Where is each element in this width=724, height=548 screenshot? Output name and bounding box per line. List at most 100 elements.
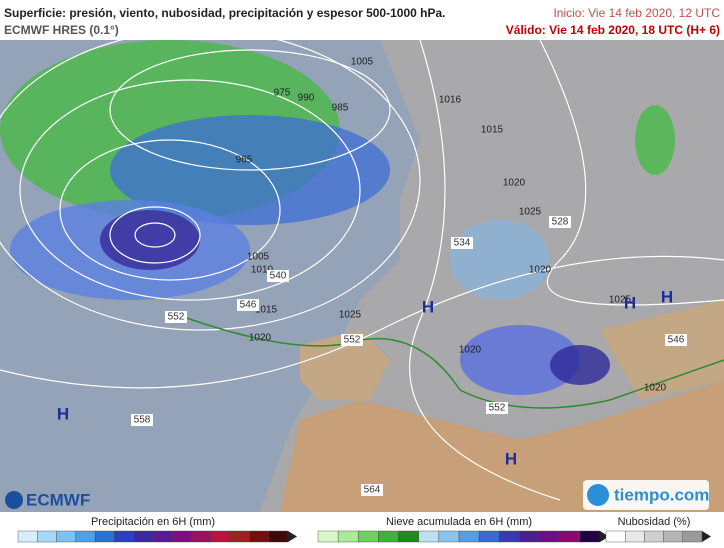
- legend-swatch: [644, 530, 664, 543]
- thickness-label-box: [267, 270, 289, 282]
- isobar-label: 1025: [609, 295, 632, 306]
- legend-swatch: [458, 530, 480, 543]
- legend-swatch: [682, 530, 703, 543]
- logo-text: ECMWF: [26, 490, 90, 509]
- thickness-line: [169, 311, 724, 409]
- rain-core: [550, 345, 610, 385]
- legend-swatch: [499, 530, 520, 543]
- isobar-label: 1020: [644, 383, 667, 394]
- thickness-label-box: [165, 311, 187, 323]
- high-pressure-center: H: [505, 449, 517, 468]
- legend-swatch: [268, 530, 289, 543]
- legend-swatch: [378, 530, 399, 543]
- thickness-label: 558: [134, 415, 151, 426]
- high-pressure-center: H: [661, 287, 673, 306]
- legend-swatch: [519, 530, 540, 543]
- thickness-label: 552: [344, 335, 361, 346]
- thickness-label-box: [486, 402, 508, 414]
- legend-title: Precipitación en 6H (mm): [91, 516, 215, 528]
- map-title: Superficie: presión, viento, nubosidad, …: [4, 6, 445, 20]
- legend-swatch: [625, 530, 645, 543]
- legend-title: Nieve acumulada en 6H (mm): [386, 516, 532, 528]
- isobars: [0, 40, 724, 501]
- legend-swatch: [229, 530, 250, 543]
- ecmwf-logo: ECMWF: [5, 490, 90, 509]
- thickness-label: 564: [364, 485, 381, 496]
- thickness-label-box: [451, 237, 473, 249]
- thickness-label-box: [341, 334, 363, 346]
- legend-swatch: [559, 530, 581, 543]
- legend-swatch: [94, 530, 115, 543]
- isobar-label: 1020: [459, 345, 482, 356]
- init-time: Inicio: Vie 14 feb 2020, 12 UTC: [553, 6, 720, 20]
- high-pressure-center: H: [422, 297, 434, 316]
- legend-swatch: [337, 530, 359, 543]
- legend-swatch: [249, 530, 269, 543]
- map: [0, 40, 724, 512]
- isobar-label: 1020: [529, 265, 552, 276]
- legend-title: Nubosidad (%): [618, 516, 691, 528]
- thickness-label: 528: [552, 217, 569, 228]
- isobar-label: 985: [332, 103, 349, 114]
- legend-swatch: [75, 530, 96, 543]
- africa-land: [280, 380, 724, 512]
- thickness-label-box: [665, 334, 687, 346]
- isobar-label: 965: [236, 155, 253, 166]
- legend-swatch: [133, 530, 154, 543]
- thickness-label: 546: [240, 300, 257, 311]
- legend-swatch: [398, 530, 419, 543]
- legend-swatch: [191, 530, 212, 543]
- high-pressure-center: H: [624, 293, 636, 312]
- isobar-label: 1025: [519, 207, 542, 218]
- high-pressure-center: H: [57, 404, 69, 423]
- isobar-label: 1025: [339, 310, 362, 321]
- legend-swatch: [539, 530, 560, 543]
- isobar-label: 1020: [249, 333, 272, 344]
- valid-time: Válido: Vie 14 feb 2020, 18 UTC (H+ 6): [506, 23, 720, 37]
- isobar-label: 1020: [503, 178, 526, 189]
- model-name: ECMWF HRES (0.1°): [4, 23, 119, 37]
- thickness-label: 534: [454, 238, 471, 249]
- cloud-area: [450, 220, 550, 300]
- isobar-label: 990: [298, 93, 315, 104]
- isobar-label: 1005: [351, 57, 374, 68]
- thickness-label-box: [131, 414, 153, 426]
- thickness-label: 546: [668, 335, 685, 346]
- rain-core: [100, 210, 200, 270]
- legend-swatch: [579, 530, 601, 543]
- isobar-label: 1015: [255, 305, 278, 316]
- anatolia-land: [600, 300, 724, 400]
- isobar-label: 975: [274, 88, 291, 99]
- isobar-label: 1016: [439, 95, 462, 106]
- legend-swatch: [56, 530, 77, 543]
- legend-swatch: [358, 530, 379, 543]
- isobar-label: 1005: [247, 252, 270, 263]
- logo-text: tiempo.com: [614, 485, 709, 504]
- legend-arrow: [702, 531, 711, 542]
- legend-swatch: [37, 530, 57, 543]
- legend-swatch: [317, 530, 339, 543]
- thickness-label: 552: [168, 312, 185, 323]
- tiempo-logo: tiempo.com: [583, 480, 709, 510]
- legend-arrow: [600, 531, 609, 542]
- legend-arrow: [288, 531, 297, 542]
- isobar-label: 1015: [481, 125, 504, 136]
- legend-swatch: [152, 530, 173, 543]
- legend-swatch: [17, 530, 38, 543]
- legend-swatch: [478, 530, 500, 543]
- legend-swatch: [172, 530, 192, 543]
- thickness-label: 552: [489, 403, 506, 414]
- thickness-label-box: [237, 299, 259, 311]
- legend-swatch: [605, 530, 626, 543]
- legend-swatch: [210, 530, 231, 543]
- legend-swatch: [438, 530, 460, 543]
- legend-swatch: [663, 530, 683, 543]
- legend-swatch: [114, 530, 134, 543]
- iberia-land: [300, 330, 390, 400]
- legend-swatch: [418, 530, 440, 543]
- thickness-label-box: [361, 484, 383, 496]
- thickness-label: 540: [270, 271, 287, 282]
- thickness-label-box: [549, 216, 571, 228]
- isobar-label: 1010: [251, 265, 274, 276]
